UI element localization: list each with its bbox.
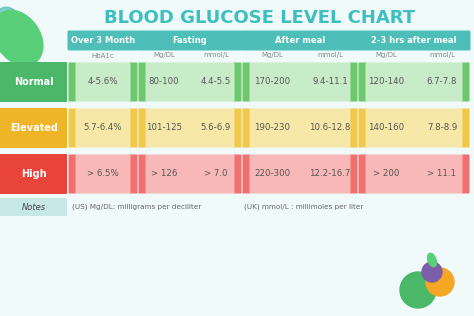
FancyBboxPatch shape	[0, 62, 67, 102]
FancyBboxPatch shape	[138, 108, 146, 148]
Text: Mg/DL: Mg/DL	[261, 52, 283, 58]
FancyBboxPatch shape	[358, 63, 366, 101]
FancyBboxPatch shape	[349, 155, 357, 193]
FancyBboxPatch shape	[234, 108, 241, 148]
Text: Mg/DL: Mg/DL	[153, 52, 175, 58]
Text: Notes: Notes	[22, 203, 46, 211]
FancyBboxPatch shape	[129, 63, 137, 101]
Text: After meal: After meal	[275, 36, 325, 45]
FancyBboxPatch shape	[349, 108, 357, 148]
FancyBboxPatch shape	[358, 108, 366, 148]
Text: 9.4-11.1: 9.4-11.1	[312, 77, 348, 87]
Text: 12.2-16.7: 12.2-16.7	[310, 169, 351, 179]
FancyBboxPatch shape	[129, 108, 137, 148]
FancyBboxPatch shape	[69, 108, 76, 148]
Circle shape	[426, 268, 454, 296]
Text: Fasting: Fasting	[173, 36, 207, 45]
FancyBboxPatch shape	[129, 155, 137, 193]
Text: 5.7-6.4%: 5.7-6.4%	[84, 124, 122, 132]
FancyBboxPatch shape	[357, 31, 471, 51]
FancyBboxPatch shape	[146, 108, 235, 148]
Text: 170-200: 170-200	[254, 77, 290, 87]
Text: > 200: > 200	[373, 169, 399, 179]
FancyBboxPatch shape	[75, 63, 130, 101]
Text: Elevated: Elevated	[10, 123, 58, 133]
Text: 2-3 hrs after meal: 2-3 hrs after meal	[371, 36, 457, 45]
FancyBboxPatch shape	[243, 155, 250, 193]
Text: mmol/L: mmol/L	[429, 52, 455, 58]
Text: (US) Mg/DL: milligrams per deciliter: (US) Mg/DL: milligrams per deciliter	[72, 204, 201, 210]
Text: 101-125: 101-125	[146, 124, 182, 132]
Text: mmol/L: mmol/L	[317, 52, 343, 58]
Text: > 7.0: > 7.0	[204, 169, 228, 179]
Text: Normal: Normal	[14, 77, 54, 87]
Text: Over 3 Month: Over 3 Month	[71, 36, 135, 45]
FancyBboxPatch shape	[75, 108, 130, 148]
FancyBboxPatch shape	[349, 63, 357, 101]
Text: mmol/L: mmol/L	[203, 52, 229, 58]
FancyBboxPatch shape	[249, 108, 350, 148]
FancyBboxPatch shape	[138, 155, 146, 193]
Text: > 126: > 126	[151, 169, 177, 179]
FancyBboxPatch shape	[75, 155, 130, 193]
FancyBboxPatch shape	[365, 155, 463, 193]
Text: 7.8-8.9: 7.8-8.9	[427, 124, 457, 132]
FancyBboxPatch shape	[137, 31, 243, 51]
Text: 5.6-6.9: 5.6-6.9	[201, 124, 231, 132]
Text: HbA1c: HbA1c	[91, 52, 114, 58]
Text: 10.6-12.8: 10.6-12.8	[310, 124, 351, 132]
Text: 190-230: 190-230	[254, 124, 290, 132]
Text: (UK) mmol/L : millimoles per liter: (UK) mmol/L : millimoles per liter	[244, 204, 364, 210]
FancyBboxPatch shape	[0, 154, 67, 194]
FancyBboxPatch shape	[234, 63, 241, 101]
Text: 120-140: 120-140	[368, 77, 404, 87]
Text: 6.7-7.8: 6.7-7.8	[427, 77, 457, 87]
FancyBboxPatch shape	[0, 198, 67, 216]
FancyBboxPatch shape	[67, 31, 138, 51]
FancyBboxPatch shape	[358, 155, 366, 193]
FancyBboxPatch shape	[234, 155, 241, 193]
FancyBboxPatch shape	[69, 155, 76, 193]
Text: Mg/DL: Mg/DL	[375, 52, 397, 58]
FancyBboxPatch shape	[69, 63, 76, 101]
Text: BLOOD GLUCOSE LEVEL CHART: BLOOD GLUCOSE LEVEL CHART	[104, 9, 416, 27]
FancyBboxPatch shape	[249, 155, 350, 193]
Ellipse shape	[428, 253, 437, 267]
Text: 140-160: 140-160	[368, 124, 404, 132]
Ellipse shape	[0, 7, 23, 49]
Text: 80-100: 80-100	[149, 77, 179, 87]
Text: 220-300: 220-300	[254, 169, 290, 179]
FancyBboxPatch shape	[249, 63, 350, 101]
FancyBboxPatch shape	[138, 63, 146, 101]
FancyBboxPatch shape	[241, 31, 358, 51]
Circle shape	[400, 272, 436, 308]
Circle shape	[422, 262, 442, 282]
Text: 4.4-5.5: 4.4-5.5	[201, 77, 231, 87]
FancyBboxPatch shape	[243, 108, 250, 148]
Ellipse shape	[0, 10, 43, 66]
FancyBboxPatch shape	[0, 108, 67, 148]
FancyBboxPatch shape	[462, 108, 470, 148]
Text: > 11.1: > 11.1	[428, 169, 456, 179]
FancyBboxPatch shape	[365, 108, 463, 148]
FancyBboxPatch shape	[146, 155, 235, 193]
FancyBboxPatch shape	[365, 63, 463, 101]
FancyBboxPatch shape	[462, 155, 470, 193]
FancyBboxPatch shape	[146, 63, 235, 101]
Text: High: High	[21, 169, 47, 179]
Text: > 6.5%: > 6.5%	[87, 169, 119, 179]
FancyBboxPatch shape	[462, 63, 470, 101]
Text: 4-5.6%: 4-5.6%	[88, 77, 118, 87]
FancyBboxPatch shape	[243, 63, 250, 101]
